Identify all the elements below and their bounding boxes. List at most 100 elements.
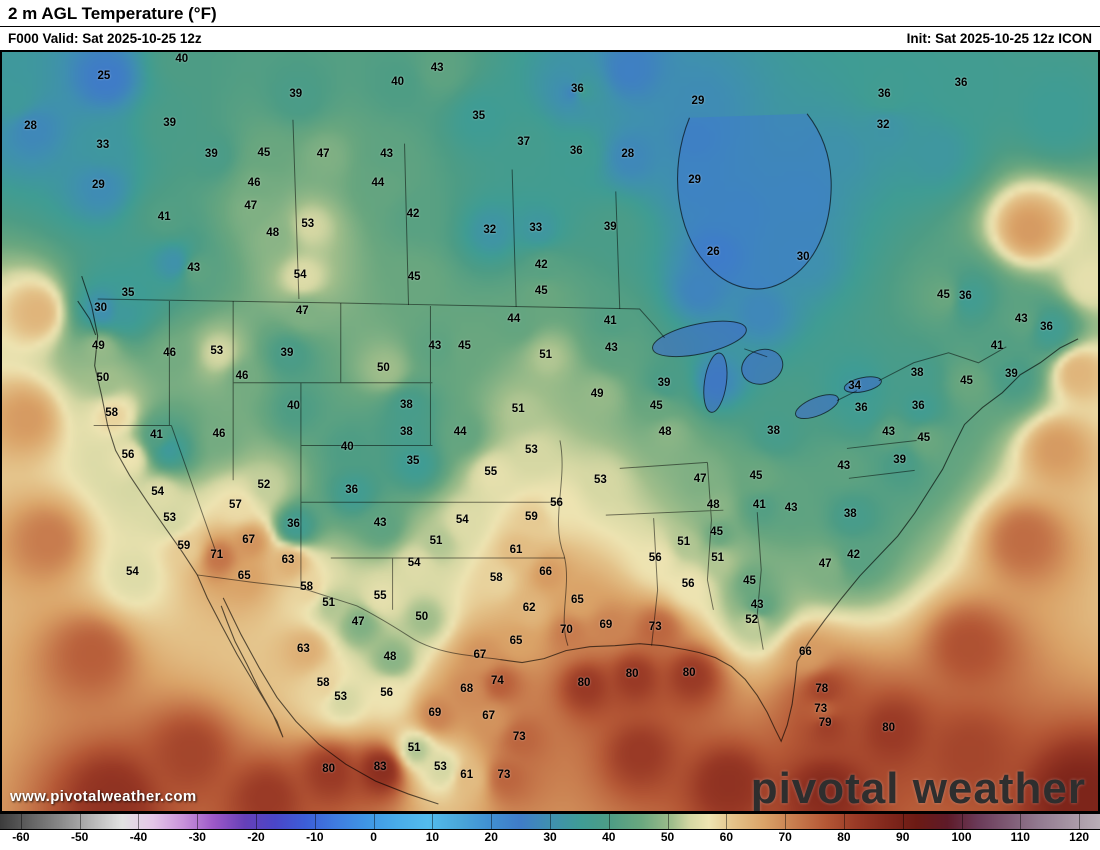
temp-value-label: 45 <box>458 339 471 352</box>
colorbar-tick-mark <box>902 814 904 829</box>
temp-value-label: 58 <box>300 581 314 594</box>
temp-value-label: 35 <box>406 455 420 468</box>
political-borders-group <box>93 119 1007 661</box>
temp-value-label: 49 <box>590 387 604 400</box>
temp-value-label: 58 <box>489 571 503 584</box>
map-area: 25 40 39 40 43 36 29 36 36 28 33 39 39 45 47 43 35 37 36 28… <box>0 50 1100 813</box>
colorbar-tick-label: -20 <box>247 830 265 844</box>
temp-value-label: 44 <box>507 313 521 326</box>
temp-value-label: 71 <box>210 549 224 562</box>
temp-value-label: 53 <box>594 474 607 487</box>
coastline-vancouver-island <box>77 300 97 336</box>
init-time-label: Init: Sat 2025-10-25 12z ICON <box>906 31 1092 46</box>
temp-value-label: 43 <box>430 61 444 74</box>
temp-value-label: 53 <box>433 760 447 773</box>
temp-value-label: 35 <box>472 109 486 122</box>
colorbar-tick-mark <box>726 814 728 829</box>
temp-value-label: 80 <box>625 668 639 681</box>
colorbar-tick-mark <box>608 814 610 829</box>
temp-value-label: 46 <box>247 176 261 189</box>
temp-value-label: 51 <box>511 402 525 415</box>
temp-value-label: 55 <box>484 466 498 479</box>
temp-value-label: 33 <box>529 222 543 235</box>
province-borders <box>292 119 621 310</box>
watermark-brand: pivotal weather <box>750 764 1086 813</box>
state-borders-central <box>557 440 569 646</box>
temp-value-label: 53 <box>163 512 177 525</box>
colorbar-gradient <box>0 813 1100 830</box>
meta-row: F000 Valid: Sat 2025-10-25 12z Init: Sat… <box>0 27 1100 50</box>
temp-value-label: 80 <box>322 763 335 776</box>
temp-value-label: 41 <box>157 210 171 223</box>
colorbar-tick-label: 10 <box>425 830 440 844</box>
temp-value-label: 56 <box>681 578 695 591</box>
temp-value-label: 45 <box>407 271 421 284</box>
temp-value-label: 46 <box>235 370 249 383</box>
colorbar: -60 -50 -40 -30 -20 -10 0 10 20 30 40 50 60 70 80 90 100… <box>0 813 1100 846</box>
temp-value-label: 47 <box>693 472 707 485</box>
colorbar-tick-mark <box>961 814 963 829</box>
temp-value-label: 28 <box>621 148 635 161</box>
temp-value-label: 50 <box>415 610 429 623</box>
colorbar-tick-label: 30 <box>543 830 557 844</box>
colorbar-tick-label: 110 <box>1010 830 1030 844</box>
temp-value-label: 65 <box>237 569 251 582</box>
temp-value-label: 40 <box>287 400 300 413</box>
temp-value-label: 52 <box>257 478 271 491</box>
temp-value-label: 29 <box>691 94 705 107</box>
temp-value-label: 45 <box>743 575 756 588</box>
temp-value-label: 39 <box>204 147 218 160</box>
temp-value-label: 47 <box>818 558 832 571</box>
colorbar-tick-label: -60 <box>12 830 30 844</box>
colorbar-tick-mark <box>667 814 669 829</box>
colorbar-tick-mark <box>314 814 316 829</box>
colorbar-tick-mark <box>138 814 140 829</box>
temp-value-label: 43 <box>837 459 851 472</box>
temp-value-label: 38 <box>400 398 413 411</box>
temp-value-label: 42 <box>534 258 548 271</box>
temp-value-label: 66 <box>798 646 812 659</box>
temp-value-label: 32 <box>483 223 497 236</box>
colorbar-tick-mark <box>197 814 199 829</box>
great-lakes-group <box>652 320 882 420</box>
temp-value-label: 74 <box>490 675 504 688</box>
temp-value-label: 33 <box>96 139 110 152</box>
coastline-atlantic <box>796 338 1079 662</box>
colorbar-tick-mark <box>432 814 434 829</box>
temp-value-label: 30 <box>796 250 810 263</box>
lake-michigan-shape <box>703 352 728 413</box>
temp-value-label: 69 <box>599 619 613 632</box>
lake-superior-shape <box>652 320 747 358</box>
temp-value-label: 47 <box>316 148 330 161</box>
temp-value-label: 47 <box>244 200 258 213</box>
temp-value-label: 30 <box>94 301 108 314</box>
temp-value-label: 54 <box>293 269 307 282</box>
colorbar-tick-mark <box>20 814 22 829</box>
temp-value-label: 45 <box>917 432 931 445</box>
colorbar-tick-label: 100 <box>951 830 972 844</box>
temp-value-label: 36 <box>287 518 300 531</box>
colorbar-tick-mark <box>550 814 551 829</box>
colorbar-tick-label: 20 <box>484 830 498 844</box>
coastline-mexico-west <box>222 597 439 805</box>
temp-value-label: 36 <box>854 401 868 414</box>
temp-value-label: 80 <box>682 666 696 679</box>
temp-value-label: 41 <box>150 429 163 442</box>
temp-value-label: 39 <box>289 87 303 100</box>
temp-value-label: 66 <box>539 565 553 578</box>
temp-value-label: 59 <box>524 511 538 524</box>
temp-value-label: 28 <box>24 120 37 133</box>
colorbar-tick-row: -60 -50 -40 -30 -20 -10 0 10 20 30 40 50 60 70 80 90 100… <box>0 830 1100 845</box>
temp-value-label: 38 <box>843 508 857 521</box>
temp-value-label: 43 <box>428 339 442 352</box>
temp-value-label: 70 <box>560 624 573 637</box>
temp-value-label: 46 <box>163 346 177 359</box>
temp-value-label: 38 <box>400 426 413 439</box>
temp-value-label: 52 <box>745 613 759 626</box>
colorbar-tick-label: 60 <box>719 830 734 844</box>
temp-value-label: 40 <box>175 52 189 65</box>
temp-value-label: 32 <box>876 118 890 131</box>
temp-value-label: 83 <box>373 760 387 773</box>
temp-value-label: 69 <box>428 707 442 720</box>
